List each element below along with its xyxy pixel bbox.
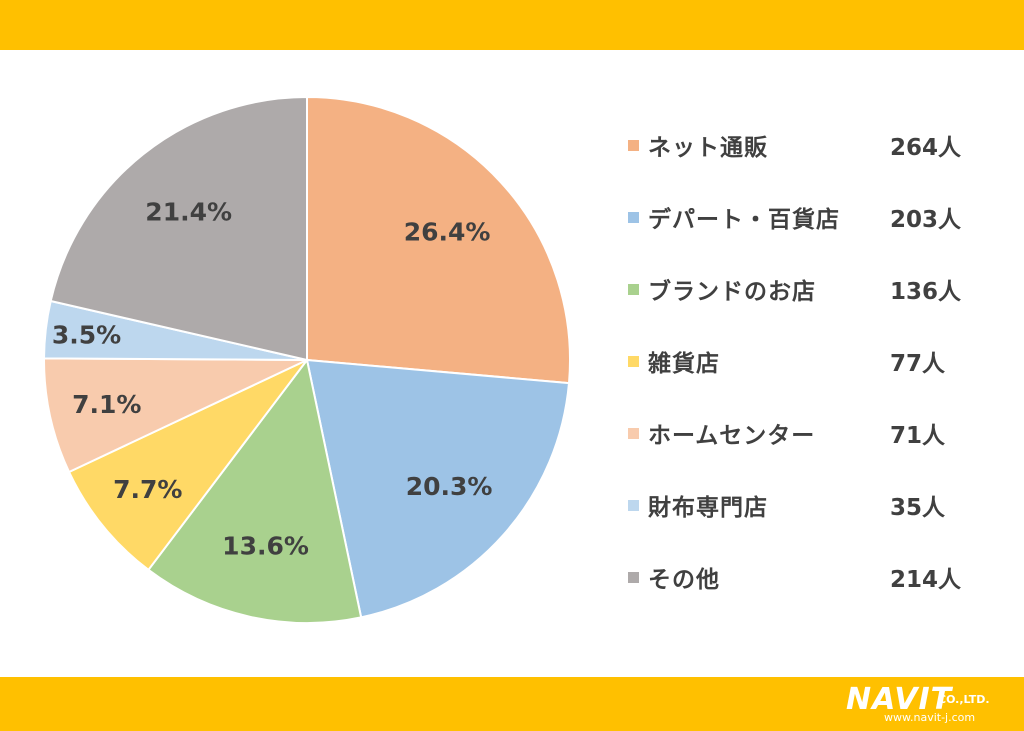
legend-count: 77人 (890, 351, 946, 377)
pie-slice (49, 95, 308, 362)
logo-url: www.navit-j.com (884, 711, 976, 724)
pie-slice (147, 357, 363, 624)
pie-data-label: 7.1% (72, 390, 141, 419)
legend-label: ブランドのお店 (648, 279, 816, 305)
company-logo: NAVIT CO.,LTD. www.navit-j.com (846, 683, 1016, 727)
logo-suffix: CO.,LTD. (938, 693, 990, 706)
legend-swatch (628, 428, 639, 439)
pie-data-label: 21.4% (145, 197, 232, 226)
legend-swatch (628, 284, 639, 295)
pie-slice (43, 357, 308, 474)
pie-data-label: 20.3% (406, 472, 493, 501)
legend-count: 203人 (890, 207, 962, 233)
bottom-banner (0, 677, 1024, 731)
legend-item: ブランドのお店 136人 (628, 270, 988, 342)
legend-swatch (628, 500, 639, 511)
legend-label: ホームセンター (648, 423, 816, 449)
legend-label: ネット通販 (648, 135, 768, 161)
chart-legend: ネット通販 264人 デパート・百貨店 203人 ブランドのお店 136人 雑貨… (628, 126, 988, 630)
pie-slice (306, 95, 571, 385)
pie-slice-labels: 26.4% 20.3% 13.6% 7.7% 7.1% 3.5% 21.4% (52, 197, 493, 560)
pie-data-label: 7.7% (113, 475, 182, 504)
legend-label: その他 (648, 567, 720, 593)
legend-swatch (628, 212, 639, 223)
top-banner (0, 0, 1024, 50)
legend-item: ネット通販 264人 (628, 126, 988, 198)
pie-slice (67, 359, 308, 572)
legend-count: 71人 (890, 423, 946, 449)
logo-wordmark: NAVIT (846, 682, 953, 717)
pie-data-label: 3.5% (52, 320, 121, 349)
legend-count: 264人 (890, 135, 962, 161)
legend-label: 雑貨店 (648, 351, 720, 377)
legend-item: 財布専門店 35人 (628, 486, 988, 558)
legend-swatch (628, 572, 639, 583)
pie-data-label: 13.6% (222, 531, 309, 560)
legend-count: 136人 (890, 279, 962, 305)
legend-swatch (628, 356, 639, 367)
legend-count: 35人 (890, 495, 946, 521)
legend-count: 214人 (890, 567, 962, 593)
legend-item: デパート・百貨店 203人 (628, 198, 988, 270)
pie-slice (305, 358, 571, 619)
legend-item: 雑貨店 77人 (628, 342, 988, 414)
legend-item: ホームセンター 71人 (628, 414, 988, 486)
legend-label: 財布専門店 (648, 495, 768, 521)
legend-swatch (628, 140, 639, 151)
pie-data-label: 26.4% (404, 218, 491, 247)
pie-slices (42, 95, 571, 624)
legend-label: デパート・百貨店 (648, 207, 840, 233)
legend-item: その他 214人 (628, 558, 988, 630)
